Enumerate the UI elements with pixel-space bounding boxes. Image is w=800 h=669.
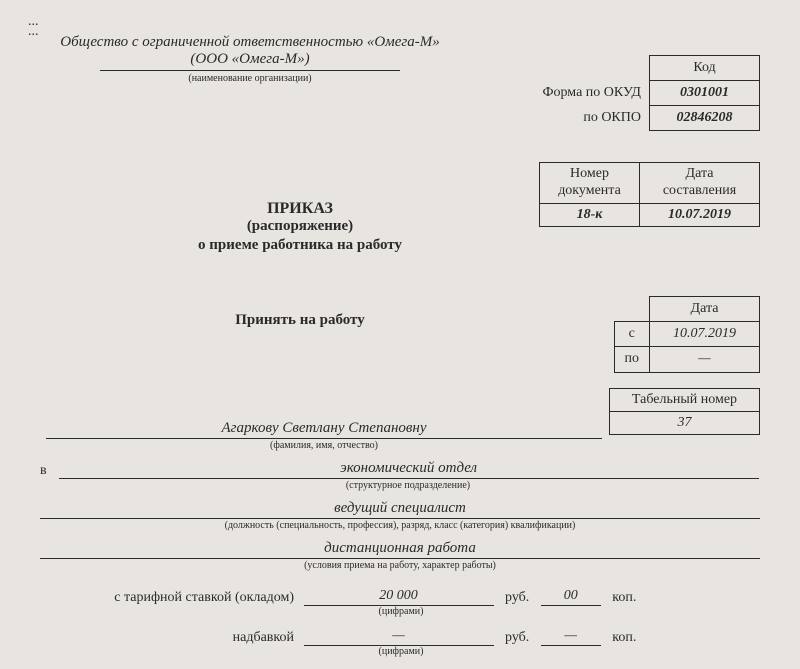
accept-date-table: Дата с 10.07.2019 по — [614, 296, 761, 373]
row-fullname: Агаркову Светлану Степановну (фамилия, и… [40, 420, 760, 451]
org-name-1: Общество с ограниченной ответственностью… [40, 34, 460, 51]
codes-table: Код Форма по ОКУД 0301001 по ОКПО 028462… [530, 55, 760, 131]
accept-from-label: с [614, 322, 650, 347]
allow-rub: руб. [497, 630, 537, 646]
position-value: ведущий специалист [40, 500, 760, 519]
title-2: (распоряжение) [40, 218, 560, 235]
conditions-hint: (условия приема на работу, характер рабо… [40, 560, 760, 571]
accept-to-value: — [650, 347, 760, 372]
conditions-value: дистанционная работа [40, 540, 760, 559]
okpo-value: 02846208 [650, 106, 760, 131]
rate-rub: руб. [497, 590, 537, 606]
tabno-header: Табельный номер [610, 389, 760, 412]
org-hint: (наименование организации) [100, 70, 400, 84]
row-position: ведущий специалист (должность (специальн… [40, 500, 760, 531]
rate-value: 20 000 [304, 588, 494, 606]
rate-hint: (цифрами) [306, 606, 496, 617]
allow-label: надбавкой [60, 630, 300, 646]
docdate-label: Датасоставления [640, 163, 760, 204]
row-salary-rate: с тарифной ставкой (окладом) 20 000 руб.… [60, 588, 760, 617]
okpo-label: по ОКПО [530, 106, 649, 131]
fullname-value: Агаркову Светлану Степановну [46, 420, 602, 439]
allow-kop-value: — [541, 628, 601, 646]
okud-label: Форма по ОКУД [530, 81, 649, 106]
row-conditions: дистанционная работа (условия приема на … [40, 540, 760, 571]
allow-kop: коп. [604, 630, 636, 646]
org-block: Общество с ограниченной ответственностью… [40, 34, 460, 84]
accept-to-label: по [614, 347, 650, 372]
accept-label: Принять на работу [40, 312, 560, 329]
title-block: ПРИКАЗ (распоряжение) о приеме работника… [40, 200, 560, 254]
org-name-2: (ООО «Омега-М») [40, 51, 460, 68]
docdate-value: 10.07.2019 [640, 203, 760, 227]
ellipsis-bottom: ... [28, 24, 39, 40]
allow-hint: (цифрами) [306, 646, 496, 657]
title-3: о приеме работника на работу [40, 237, 560, 254]
rate-kop: коп. [604, 590, 636, 606]
position-hint: (должность (специальность, профессия), р… [40, 520, 760, 531]
fullname-hint: (фамилия, имя, отчество) [46, 440, 602, 451]
dept-hint: (структурное подразделение) [58, 480, 758, 491]
rate-kop-value: 00 [541, 588, 601, 606]
dept-value: экономический отдел [59, 460, 759, 479]
okud-value: 0301001 [650, 81, 760, 106]
rate-label: с тарифной ставкой (окладом) [60, 590, 300, 606]
allow-value: — [304, 628, 494, 646]
accept-from-value: 10.07.2019 [650, 322, 760, 347]
docmeta-table: Номердокумента Датасоставления 18-к 10.0… [539, 162, 760, 227]
docnum-label: Номердокумента [540, 163, 640, 204]
dept-prefix: в [40, 463, 47, 479]
accept-date-header: Дата [650, 297, 760, 322]
title-1: ПРИКАЗ [40, 200, 560, 218]
kod-header: Код [650, 56, 760, 81]
row-dept: в экономический отдел (структурное подра… [40, 460, 760, 491]
row-salary-allowance: надбавкой — руб. — коп. (цифрами) [60, 628, 760, 657]
